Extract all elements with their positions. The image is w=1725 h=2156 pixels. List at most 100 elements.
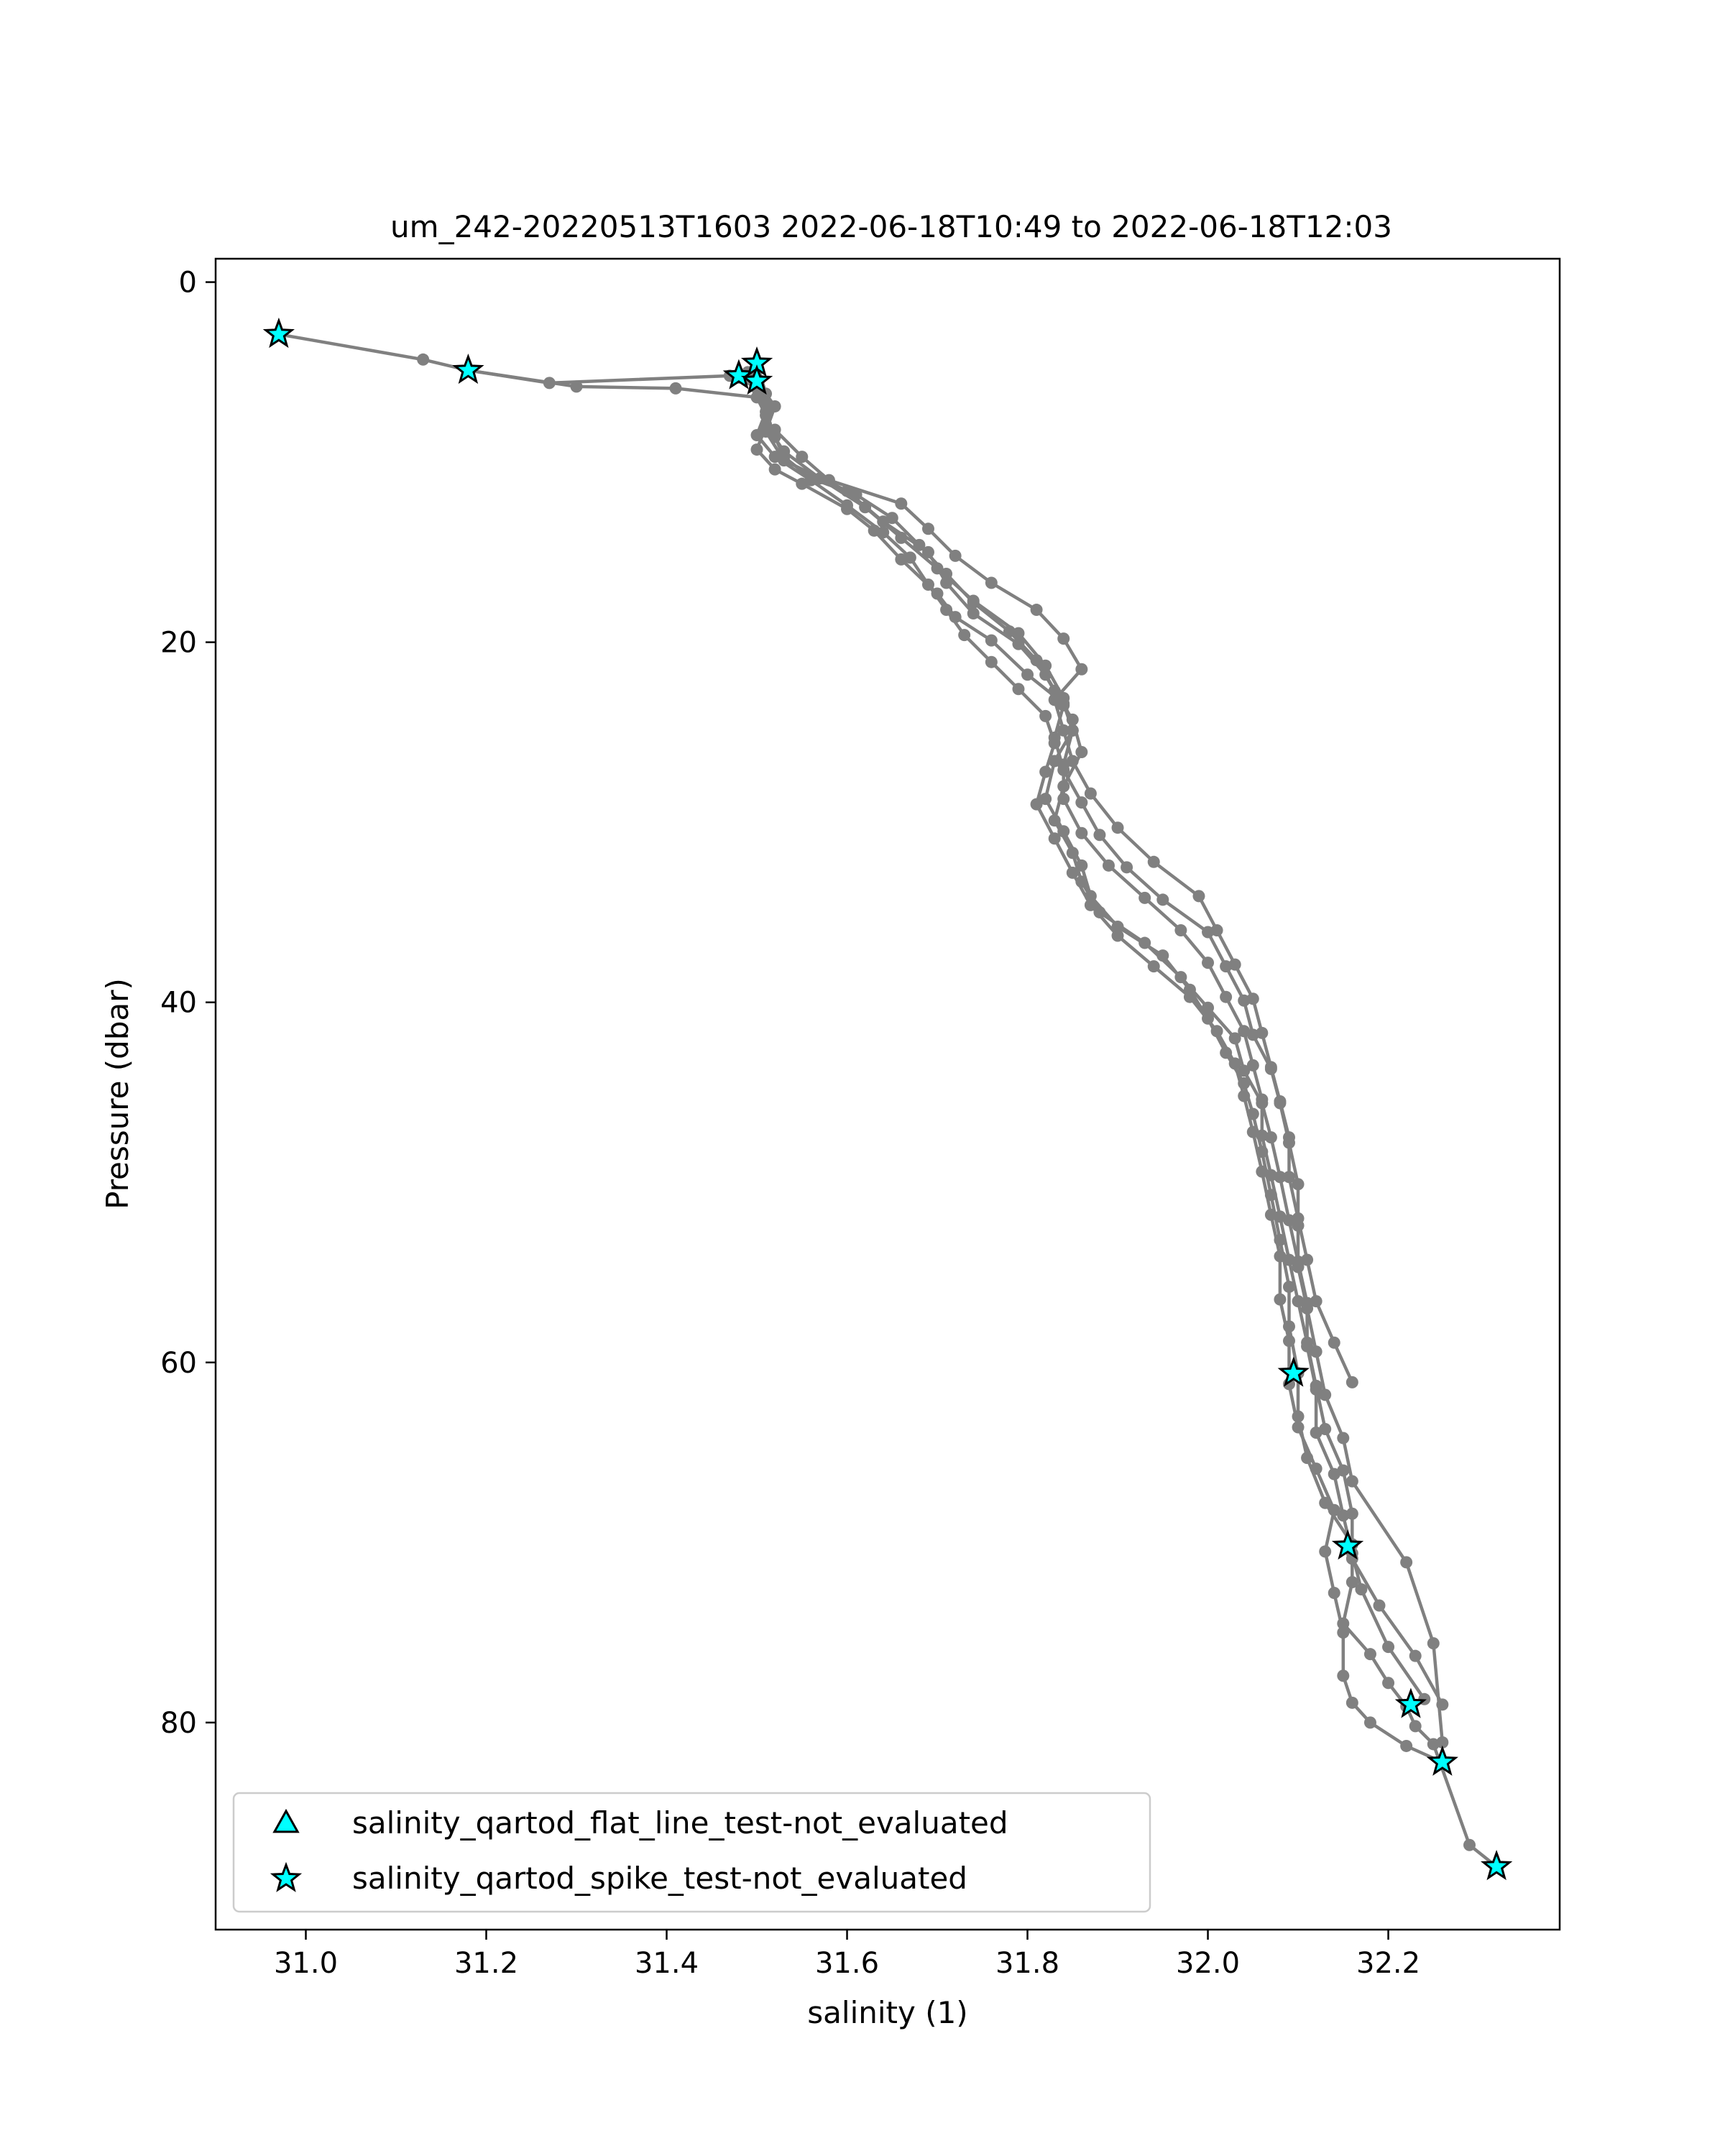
profile-point (1066, 847, 1079, 860)
profile-point (1337, 1669, 1350, 1682)
x-axis: 31.0 31.2 31.4 31.6 31.8 32.0 32.2 (274, 1930, 1420, 1980)
profile-point (1102, 859, 1115, 872)
spike-test-star-marker (1481, 1849, 1513, 1881)
profile-point (1174, 971, 1187, 984)
profile-point (1210, 924, 1223, 937)
profile-point (1228, 958, 1241, 971)
profile-point (1463, 1838, 1476, 1851)
profile-point (1084, 787, 1097, 800)
y-tick-label: 60 (160, 1347, 197, 1380)
profile-point (1319, 1545, 1332, 1558)
profile-line (773, 428, 1354, 1383)
profile-point (1346, 1475, 1358, 1488)
profile-point (1066, 755, 1079, 768)
profile-point (1363, 1716, 1376, 1729)
profile-point (1346, 1696, 1358, 1709)
spike-test-star-marker (1394, 1687, 1427, 1718)
profile-point (1246, 992, 1259, 1005)
profile-point (1436, 1736, 1449, 1749)
profile-point (1048, 694, 1061, 706)
y-axis-label: Pressure (dbar) (100, 978, 135, 1210)
profile-point (1147, 855, 1160, 868)
profile-point (1400, 1556, 1413, 1569)
profile-point (1328, 1336, 1340, 1349)
profile-point (967, 607, 980, 620)
profile-point (1346, 1575, 1358, 1588)
profile-point (1192, 890, 1205, 903)
profile-point (1075, 826, 1088, 839)
profile-line (278, 332, 1498, 1869)
profile-point (1039, 659, 1052, 672)
profile-point (1282, 1281, 1295, 1294)
profile-point (1066, 724, 1079, 737)
profile-point (1282, 1131, 1295, 1144)
profile-point (1310, 1345, 1322, 1358)
x-tick-label: 31.2 (454, 1947, 518, 1980)
profile-point (1075, 796, 1088, 809)
y-tick-label: 0 (179, 267, 197, 300)
profile-point (1301, 1302, 1314, 1315)
profile-point (1282, 1253, 1295, 1266)
profile-point (1012, 627, 1025, 640)
profile-point (768, 463, 781, 476)
legend: salinity_qartod_flat_line_test-not_evalu… (232, 1792, 1151, 1913)
profile-point (1183, 990, 1196, 1003)
profile-point (1337, 1464, 1350, 1477)
legend-box (232, 1792, 1151, 1913)
profile-point (921, 578, 934, 591)
profile-point (1246, 1059, 1259, 1072)
profile-point (778, 454, 791, 467)
profile-point (1310, 1379, 1322, 1392)
profile-point (958, 629, 971, 642)
profile-point (985, 576, 998, 589)
profile-point (1228, 1032, 1241, 1045)
profile-point (1057, 724, 1070, 737)
spike-test-star-marker (1331, 1529, 1364, 1560)
profile-point (1355, 1583, 1368, 1595)
profile-point (1274, 1095, 1287, 1108)
profile-point (1292, 1295, 1305, 1308)
spike-test-star-marker (1426, 1745, 1458, 1776)
profile-point (1264, 1169, 1277, 1181)
profile-lines (272, 328, 1503, 1873)
profile-point (1292, 1178, 1305, 1191)
profile-point (1084, 898, 1097, 911)
profile-point (940, 604, 953, 617)
profile-point (877, 515, 890, 528)
profile-point (985, 655, 998, 668)
profile-point (1202, 1001, 1215, 1014)
profile-point (1310, 1462, 1322, 1475)
profile-line (755, 380, 1445, 1743)
profile-point (1409, 1649, 1422, 1662)
x-tick-label: 31.6 (815, 1947, 879, 1980)
profile-point (1057, 793, 1070, 806)
profile-point (949, 549, 962, 562)
profile-point (1264, 1061, 1277, 1074)
profile-point (570, 380, 583, 393)
profile-point (768, 423, 781, 436)
profile-point (1319, 1423, 1332, 1436)
profile-point (1111, 821, 1124, 834)
profile-point (1039, 765, 1052, 778)
profile-point (921, 545, 934, 558)
profile-point (1409, 1720, 1422, 1733)
profile-point (1030, 798, 1043, 811)
profile-point (1346, 1376, 1358, 1388)
profile-point (877, 526, 890, 539)
profile-point (1337, 1432, 1350, 1445)
profile-point (1328, 1503, 1340, 1516)
y-axis: 0 20 40 60 80 (160, 267, 216, 1740)
x-tick-label: 31.4 (635, 1947, 699, 1980)
y-tick-label: 40 (160, 987, 197, 1020)
x-tick-label: 31.8 (995, 1947, 1059, 1980)
profile-point (1048, 731, 1061, 744)
profile-point (1138, 891, 1151, 904)
profile-point (1048, 832, 1061, 845)
profile-point (1220, 990, 1233, 1003)
profile-point (1012, 683, 1025, 696)
profile-point (1301, 1253, 1314, 1266)
profile-point (822, 474, 835, 487)
profile-point (1057, 699, 1070, 711)
profile-point (1093, 906, 1106, 918)
profile-point (1057, 632, 1070, 645)
